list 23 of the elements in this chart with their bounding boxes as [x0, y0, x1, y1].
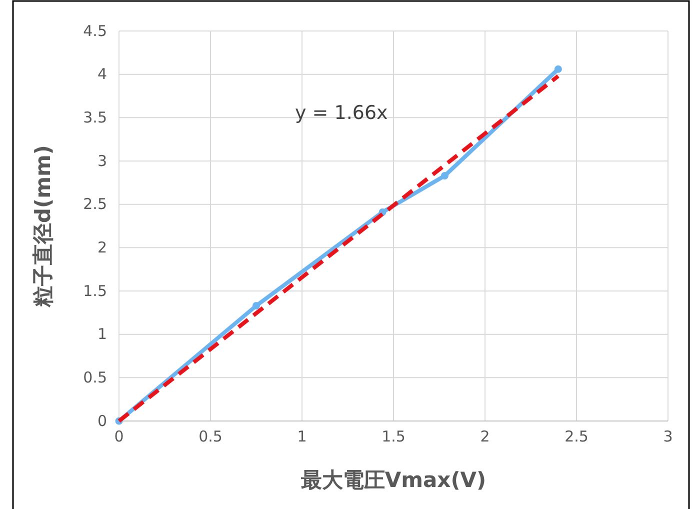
- point: [440, 172, 449, 180]
- y-tick-label: 4.5: [83, 22, 107, 40]
- y-tick-label: 0: [97, 412, 107, 430]
- y-tick-label: 3.5: [83, 108, 107, 126]
- y-tick-label: 1.5: [83, 282, 107, 300]
- y-tick-label: 1: [97, 325, 107, 344]
- y-tick-label: 2: [97, 238, 107, 256]
- x-axis-title: 最大電圧Vmax(V): [300, 468, 486, 492]
- y-tick-label: 2.5: [83, 195, 107, 214]
- annotation: y = 1.66x: [295, 102, 388, 124]
- x-tick-label: 1: [297, 428, 307, 446]
- x-tick-label: 0.5: [198, 428, 222, 446]
- y-axis-title: 粒子直径d(mm): [31, 145, 55, 308]
- y-tick-label: 4: [97, 65, 107, 84]
- point: [554, 65, 562, 73]
- x-tick-label: 2: [480, 428, 490, 446]
- point: [252, 302, 260, 310]
- x-tick-label: 2.5: [564, 428, 588, 446]
- x-tick-label: 0: [114, 428, 124, 446]
- x-tick-label: 3: [663, 428, 673, 446]
- x-tick-label: 1.5: [382, 428, 406, 446]
- y-tick-label: 0.5: [83, 368, 107, 386]
- y-tick-label: 3: [97, 152, 107, 170]
